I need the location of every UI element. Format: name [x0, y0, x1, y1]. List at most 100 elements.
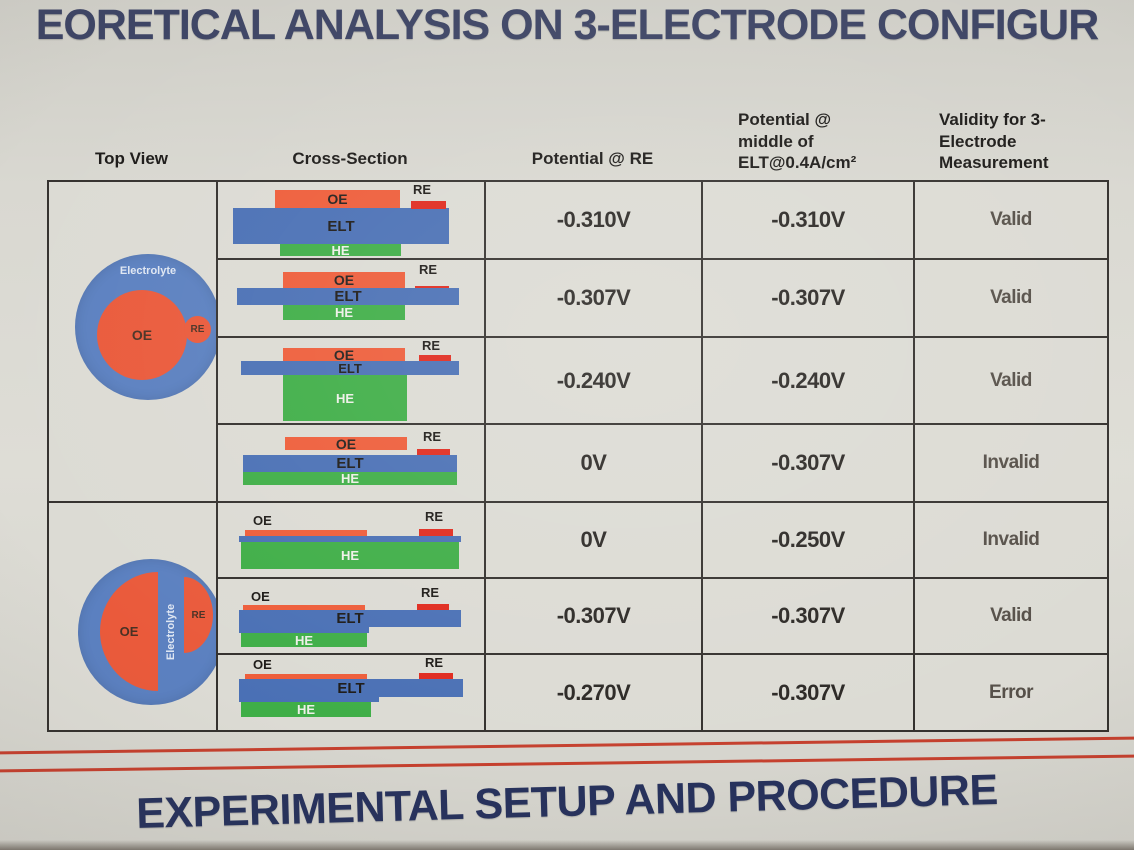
re-label: RE	[425, 655, 444, 670]
potential-middle-value: -0.307V	[703, 425, 913, 501]
cross-section-diagram: OE RE ELT HE	[225, 260, 477, 336]
he-label: HE	[334, 305, 354, 320]
oe-label: OE	[327, 191, 348, 207]
cross-section-diagram: OE RE HE	[225, 503, 477, 577]
oe-label: OE	[251, 589, 270, 604]
photo-bottom-edge	[0, 840, 1134, 850]
oe-label: OE	[253, 513, 272, 528]
elt-layer	[239, 536, 461, 542]
re-layer	[419, 529, 453, 536]
elt-label: ELT	[334, 288, 362, 305]
elt-label: ELT	[336, 455, 364, 472]
re-layer	[417, 604, 449, 610]
oe-layer: OE	[283, 346, 405, 363]
re-label: RE	[422, 338, 441, 353]
cross-section-diagram: OE RE ELT HE	[225, 655, 477, 730]
potential-re-value: -0.307V	[486, 579, 701, 653]
oe-circle: OE	[97, 290, 187, 380]
top-view-split-diagram: OE Electrolyte RE	[49, 503, 216, 730]
re-segment: RE	[184, 577, 213, 653]
oe-label: OE	[119, 624, 139, 639]
he-label: HE	[335, 390, 355, 406]
electrolyte-label: Electrolyte	[119, 265, 177, 277]
next-section-title: EXPERIMENTAL SETUP AND PROCEDURE	[135, 765, 999, 839]
electrolyte-circle: OE Electrolyte RE	[78, 559, 216, 705]
re-layer	[411, 201, 446, 209]
he-layer: HE	[243, 471, 457, 486]
re-layer	[417, 449, 450, 455]
slide-title: EORETICAL ANALYSIS ON 3-ELECTRODE CONFIG…	[35, 1, 1100, 49]
elt-step-layer	[239, 627, 369, 633]
validity-value: Valid	[915, 579, 1107, 653]
oe-layer: OE	[275, 190, 400, 208]
he-label: HE	[340, 471, 360, 486]
validity-value: Error	[915, 655, 1107, 730]
re-circle: RE	[184, 316, 211, 343]
cross-section-row7: OE RE ELT HE	[218, 655, 484, 730]
potential-middle-value: -0.307V	[703, 579, 913, 653]
cross-section-row5: OE RE HE	[218, 503, 484, 577]
oe-label: OE	[253, 657, 272, 672]
oe-layer	[245, 530, 367, 536]
cross-section-row1: ELT OE RE HE	[218, 182, 484, 258]
cross-section-diagram: ELT OE RE HE	[225, 182, 477, 258]
cross-section-row4: OE RE ELT HE	[218, 425, 484, 501]
oe-label: OE	[131, 327, 153, 343]
elt-label: ELT	[327, 217, 355, 235]
re-layer	[419, 673, 453, 679]
cross-section-diagram: OE RE ELT HE	[225, 579, 477, 653]
re-layer	[419, 355, 451, 361]
re-label: RE	[191, 609, 206, 621]
elt-layer: ELT	[241, 361, 459, 376]
elt-layer: ELT	[239, 679, 463, 697]
potential-middle-value: -0.307V	[703, 655, 913, 730]
table-header-row: Top View Cross-Section Potential @ RE Po…	[47, 84, 1107, 178]
potential-middle-value: -0.240V	[703, 338, 913, 423]
potential-re-value: -0.307V	[486, 260, 701, 336]
he-layer: HE	[283, 375, 407, 421]
header-cross-section: Cross-Section	[292, 149, 408, 169]
top-view-concentric-diagram: Electrolyte OE RE	[49, 182, 216, 501]
electrolyte-strip: Electrolyte	[158, 559, 184, 705]
he-label: HE	[340, 548, 360, 563]
header-potential-re: Potential @ RE	[531, 149, 654, 169]
oe-label: OE	[333, 346, 355, 363]
re-label: RE	[425, 509, 444, 524]
he-label: HE	[294, 632, 314, 648]
he-layer: HE	[283, 305, 405, 320]
header-top-view: Top View	[94, 149, 169, 169]
re-label: RE	[413, 182, 432, 197]
oe-layer	[245, 674, 367, 680]
elt-layer: ELT	[243, 455, 457, 472]
validity-value: Valid	[915, 182, 1107, 258]
he-layer: HE	[241, 542, 459, 569]
potential-re-value: -0.270V	[486, 655, 701, 730]
he-layer: HE	[241, 632, 367, 648]
validity-value: Valid	[915, 260, 1107, 336]
potential-middle-value: -0.307V	[703, 260, 913, 336]
cross-section-diagram: OE RE ELT HE	[225, 425, 477, 501]
cross-section-row6: OE RE ELT HE	[218, 579, 484, 653]
oe-half-disc: OE	[100, 572, 158, 691]
potential-re-value: -0.240V	[486, 338, 701, 423]
validity-value: Valid	[915, 338, 1107, 423]
he-label: HE	[296, 702, 316, 717]
re-label: RE	[190, 324, 205, 335]
elt-label: ELT	[336, 610, 364, 627]
oe-layer	[243, 605, 365, 611]
elt-layer: ELT	[233, 208, 449, 244]
elt-layer: ELT	[239, 610, 461, 627]
header-validity: Validity for 3- Electrode Measurement	[939, 109, 1049, 173]
elt-layer: ELT	[237, 288, 459, 305]
oe-label: OE	[335, 435, 357, 452]
cross-section-row3: OE RE ELT HE	[218, 338, 484, 423]
he-label: HE	[331, 242, 350, 258]
oe-layer: OE	[285, 435, 407, 452]
electrolyte-circle: Electrolyte OE RE	[75, 254, 216, 400]
re-label: RE	[423, 429, 442, 444]
potential-re-value: 0V	[486, 503, 701, 577]
red-divider-line-top	[0, 736, 1134, 755]
oe-label: OE	[333, 272, 355, 288]
cross-section-row2: OE RE ELT HE	[218, 260, 484, 336]
